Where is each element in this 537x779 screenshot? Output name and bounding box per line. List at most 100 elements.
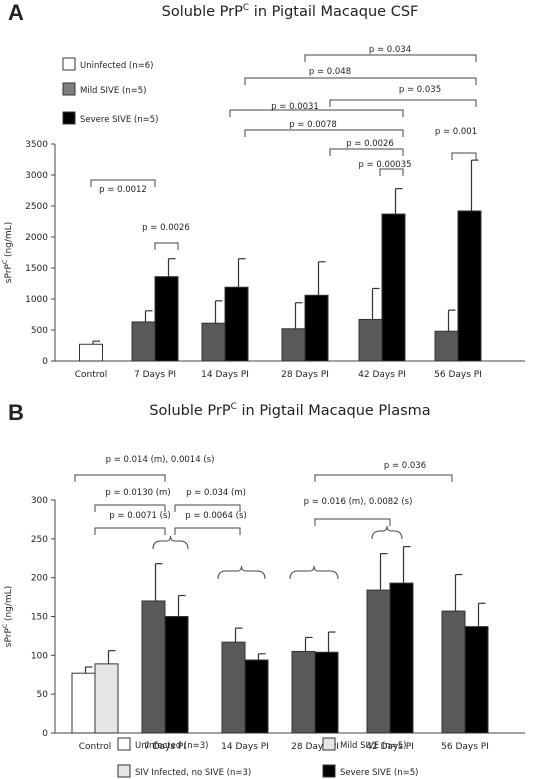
bar [457, 210, 482, 362]
panel-a-letter: A [8, 0, 24, 25]
panel-b-x-tick-label: Control [79, 742, 112, 752]
legend-label: Severe SIVE (n=5) [340, 768, 418, 778]
legend-swatch [62, 57, 76, 71]
legend-label: Severe SIVE (n=5) [80, 115, 158, 125]
significance-bracket [154, 242, 179, 250]
p-value-annotation: p = 0.016 (m), 0.0082 (s) [304, 497, 413, 507]
p-value-annotation: p = 0.0071 (s) [109, 511, 170, 521]
p-value-annotation: p = 0.00035 [358, 160, 411, 170]
group-brace [217, 565, 266, 580]
significance-bracket [304, 54, 477, 62]
legend-label: Uninfected (n=3) [135, 741, 208, 751]
panel-a-title-sup: C [242, 3, 250, 13]
bar [94, 663, 119, 734]
panel-b-x-tick-label: 56 Days PI [441, 742, 489, 752]
p-value-annotation: p = 0.034 (m) [186, 488, 246, 498]
bar [291, 650, 316, 734]
panel-a-x-tick-label: 14 Days PI [201, 370, 249, 380]
bar [358, 318, 383, 362]
panel-a-x-tick-label: Control [75, 370, 108, 380]
p-value-annotation: p = 0.0026 [346, 139, 394, 149]
significance-bracket [244, 77, 477, 85]
significance-bracket [90, 179, 156, 187]
panel-a-x-tick-label: 7 Days PI [134, 370, 176, 380]
legend-swatch [322, 737, 336, 751]
panel-b-y-tick-label: 200 [31, 574, 48, 584]
p-value-annotation: p = 0.034 [369, 45, 411, 55]
panel-a-title: Soluble PrPC in Pigtail Macaque CSF [110, 3, 470, 20]
panel-b-x-tick-label: 7 Days PI [144, 742, 186, 752]
p-value-annotation: p = 0.036 [384, 461, 426, 471]
legend-swatch [117, 764, 131, 778]
panel-a-y-axis-label: sPrPC (ng/mL) [2, 222, 14, 283]
significance-bracket [314, 474, 453, 482]
p-value-annotation: p = 0.0012 [99, 185, 147, 195]
p-value-annotation: p = 0.001 [435, 127, 477, 137]
bar [389, 582, 414, 734]
bar [164, 616, 189, 734]
legend-swatch [117, 737, 131, 751]
panel-a-y-tick-label: 2000 [25, 233, 48, 243]
bar [281, 328, 306, 362]
group-brace [152, 535, 189, 550]
panel-b-y-axis-label: sPrPC (ng/mL) [2, 586, 14, 647]
legend-label: Uninfected (n=6) [80, 61, 153, 71]
significance-bracket [451, 152, 477, 160]
panel-b-y-tick-label: 300 [31, 496, 48, 506]
p-value-annotation: p = 0.048 [309, 67, 351, 77]
panel-a-title-main: Soluble PrP [161, 3, 243, 20]
panel-a-x-tick-label: 56 Days PI [434, 370, 482, 380]
bar [464, 626, 489, 734]
legend-swatch [322, 764, 336, 778]
bar [201, 322, 226, 362]
panel-a-x-tick-label: 42 Days PI [358, 370, 406, 380]
legend-swatch [62, 111, 76, 125]
panel-b-title-sup: C [230, 402, 237, 412]
bar [366, 589, 391, 734]
bar [221, 641, 246, 734]
p-value-annotation: p = 0.0130 (m) [105, 488, 170, 498]
bar [71, 672, 96, 734]
bar [131, 321, 156, 362]
group-brace [289, 565, 339, 580]
panel-b-letter: B [8, 400, 24, 425]
panel-b-y-tick-label: 50 [37, 690, 49, 700]
significance-bracket [94, 504, 166, 512]
panel-b-y-tick-label: 0 [42, 729, 48, 739]
significance-bracket [329, 148, 404, 156]
panel-b-title-rest: in Pigtail Macaque Plasma [236, 402, 431, 419]
significance-bracket [229, 109, 404, 117]
legend-label: Mild SIVE (n=5) [80, 86, 147, 96]
panel-a-y-tick-label: 1000 [25, 295, 48, 305]
panel-b-y-tick-label: 150 [31, 613, 48, 623]
panel-b-x-tick-label: 42 Days PI [366, 742, 414, 752]
significance-bracket [314, 518, 391, 526]
bar [381, 213, 406, 362]
panel-a-y-tick-label: 500 [31, 326, 48, 336]
p-value-annotation: p = 0.0078 [289, 120, 337, 130]
bar [79, 343, 103, 362]
group-brace [371, 525, 403, 540]
panel-a-y-tick-label: 1500 [25, 264, 48, 274]
significance-bracket [244, 129, 404, 137]
panel-a-y-tick-label: 0 [42, 357, 48, 367]
bar [314, 651, 339, 734]
panel-a-y-tick-label: 2500 [25, 202, 48, 212]
legend-label: Mild SIVE (n=5) [340, 741, 407, 751]
p-value-annotation: p = 0.035 [399, 85, 441, 95]
panel-b-y-tick-label: 250 [31, 535, 48, 545]
panel-b-x-tick-label: 28 Days PI [291, 742, 339, 752]
bar [244, 659, 269, 734]
bar [154, 276, 179, 362]
panel-a-y-tick-label: 3500 [25, 140, 48, 150]
bar [224, 286, 249, 362]
legend-label: SIV Infected, no SIVE (n=3) [135, 768, 251, 778]
panel-b-title-main: Soluble PrP [149, 402, 231, 419]
p-value-annotation: p = 0.0026 [142, 223, 190, 233]
significance-bracket [174, 504, 241, 512]
panel-b-x-tick-label: 14 Days PI [221, 742, 269, 752]
significance-bracket [379, 168, 404, 176]
bar [434, 330, 459, 362]
significance-bracket [94, 527, 166, 535]
